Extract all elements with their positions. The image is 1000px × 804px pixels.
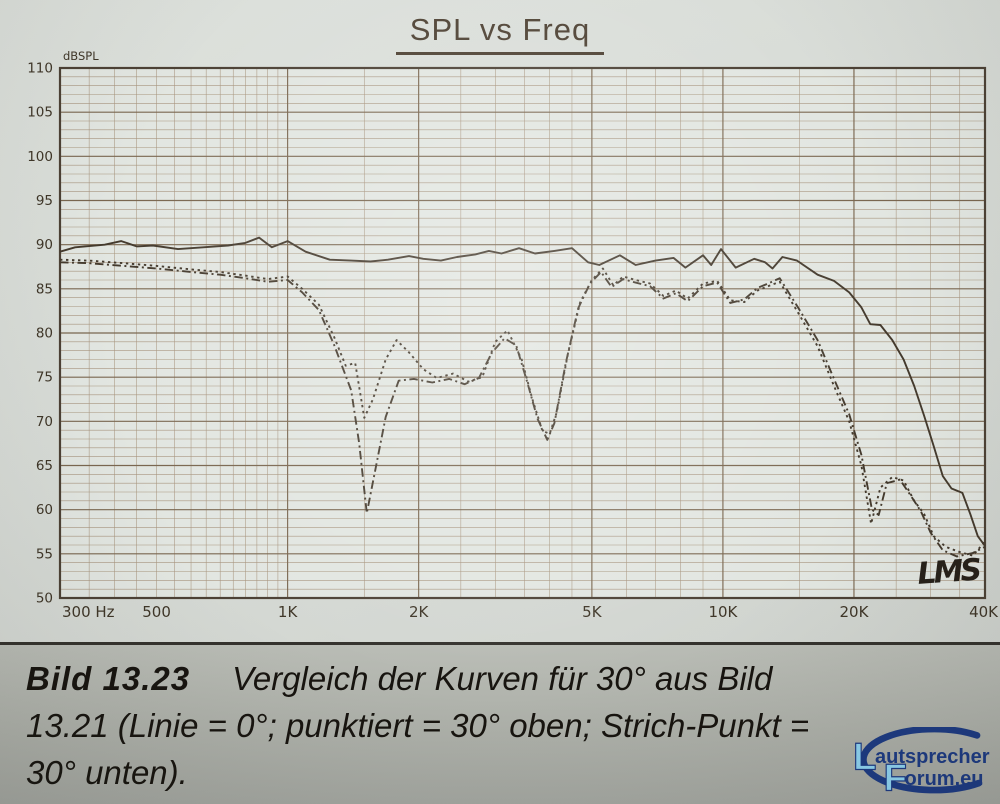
plot-border <box>58 66 987 600</box>
caption-divider-rule <box>0 642 1000 645</box>
lms-logo: LMS <box>916 553 981 592</box>
caption-area: Bild 13.23 Vergleich der Kurven für 30° a… <box>0 645 1000 804</box>
svg-text:10K: 10K <box>708 603 738 621</box>
svg-text:110: 110 <box>27 61 53 77</box>
caption-line-1: Bild 13.23 Vergleich der Kurven für 30° a… <box>26 660 773 697</box>
figure-number: Bild 13.23 <box>26 660 191 697</box>
watermark-word-lautsprecher: autsprecher <box>875 746 990 768</box>
svg-text:105: 105 <box>27 105 53 121</box>
svg-text:100: 100 <box>27 149 53 165</box>
svg-text:70: 70 <box>36 414 53 430</box>
svg-text:40K: 40K <box>969 603 999 621</box>
svg-text:5K: 5K <box>582 603 603 621</box>
watermark-word-forum: orum.eu <box>905 768 984 790</box>
svg-text:90: 90 <box>36 237 53 253</box>
svg-text:2K: 2K <box>409 603 430 621</box>
watermark-swoosh-icon <box>860 727 983 794</box>
caption-line-3: 30° unten). <box>26 754 188 791</box>
svg-text:80: 80 <box>36 326 53 342</box>
svg-text:50: 50 <box>36 591 53 607</box>
watermark-letter-f: F <box>884 757 907 800</box>
curve-0- <box>59 236 986 547</box>
y-axis-labels: 110 105 100 95 90 85 80 75 70 65 60 55 50 <box>27 61 53 607</box>
svg-text:500: 500 <box>142 603 171 621</box>
spl-vs-freq-chart: 110 105 100 95 90 85 80 75 70 65 60 55 50 dBSPL 300 Hz… <box>27 49 999 621</box>
svg-text:300 Hz: 300 Hz <box>62 603 115 621</box>
watermark-letter-l: L <box>853 736 876 779</box>
lautsprecherforum-watermark-logo: L autsprecher F orum.eu <box>852 727 990 800</box>
svg-text:75: 75 <box>36 370 53 386</box>
x-axis-labels: 300 Hz 500 1K 2K 5K 10K 20K 40K <box>62 603 999 621</box>
svg-text:65: 65 <box>36 458 53 474</box>
y-axis-unit-label: dBSPL <box>63 49 99 63</box>
curve-30-unten <box>59 261 986 558</box>
caption-line-2: 13.21 (Linie = 0°; punktiert = 30° oben;… <box>26 707 810 744</box>
svg-text:20K: 20K <box>839 603 869 621</box>
svg-text:85: 85 <box>36 281 53 297</box>
chart-title: SPL vs Freq <box>0 12 1000 55</box>
svg-text:95: 95 <box>36 193 53 209</box>
figure-caption: Bild 13.23 Vergleich der Kurven für 30° a… <box>26 655 986 796</box>
svg-text:55: 55 <box>36 546 53 562</box>
svg-text:60: 60 <box>36 502 53 518</box>
svg-text:1K: 1K <box>278 603 299 621</box>
